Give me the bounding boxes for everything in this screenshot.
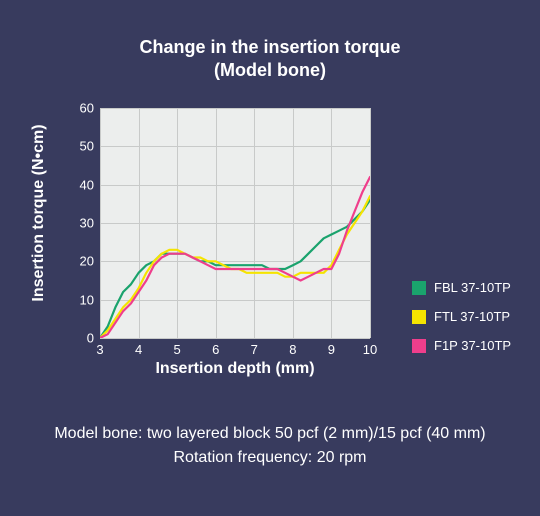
gridline-v [370,108,371,338]
y-tick-label: 20 [80,254,94,269]
legend-item: FBL 37-10TP [412,280,511,295]
caption: Model bone: two layered block 50 pcf (2 … [0,422,540,470]
x-axis-label: Insertion depth (mm) [100,360,370,378]
legend-swatch [412,310,426,324]
legend-swatch [412,281,426,295]
y-tick-label: 50 [80,139,94,154]
x-tick-label: 3 [96,342,103,357]
legend: FBL 37-10TP FTL 37-10TP F1P 37-10TP [412,280,511,367]
caption-line-2: Rotation frequency: 20 rpm [0,446,540,470]
x-tick-label: 8 [289,342,296,357]
x-tick-label: 7 [251,342,258,357]
title-line-2: (Model bone) [0,59,540,82]
legend-label: FBL 37-10TP [434,280,511,295]
title-line-1: Change in the insertion torque [0,36,540,59]
chart-title: Change in the insertion torque (Model bo… [0,0,540,81]
y-tick-label: 40 [80,177,94,192]
x-tick-label: 9 [328,342,335,357]
series-line [100,177,370,338]
y-axis-label: Insertion torque (N•cm) [30,124,48,301]
series-line [100,196,370,338]
series-layer [100,108,370,338]
plot-area: 0102030405060345678910 [100,108,370,338]
legend-label: FTL 37-10TP [434,309,510,324]
caption-line-1: Model bone: two layered block 50 pcf (2 … [0,422,540,446]
x-tick-label: 10 [363,342,377,357]
gridline-h [100,338,370,339]
y-tick-label: 30 [80,216,94,231]
legend-item: F1P 37-10TP [412,338,511,353]
x-tick-label: 4 [135,342,142,357]
legend-swatch [412,339,426,353]
legend-item: FTL 37-10TP [412,309,511,324]
x-tick-label: 5 [174,342,181,357]
y-tick-label: 10 [80,292,94,307]
chart-area: 0102030405060345678910 Insertion torque … [48,98,400,398]
legend-label: F1P 37-10TP [434,338,511,353]
x-tick-label: 6 [212,342,219,357]
y-tick-label: 60 [80,101,94,116]
y-tick-label: 0 [87,331,94,346]
